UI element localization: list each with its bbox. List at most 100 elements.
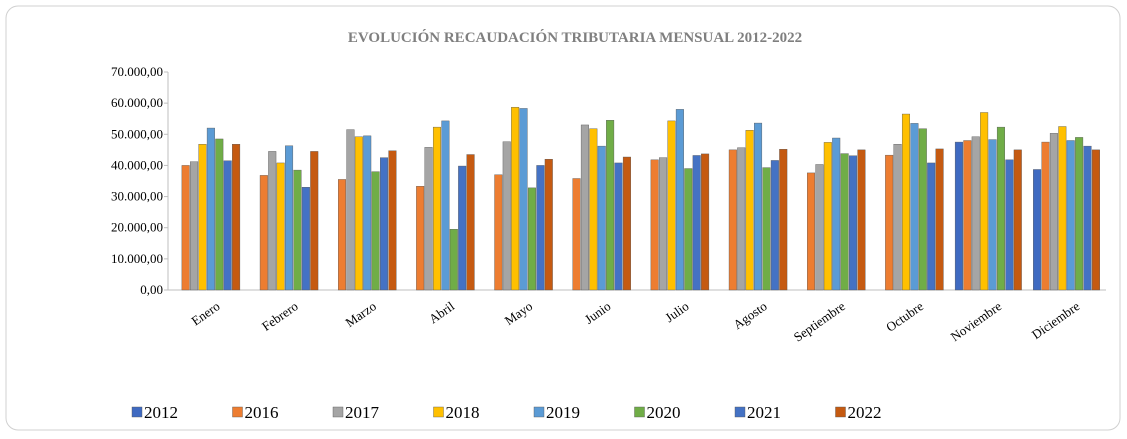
legend-label: 2017 (345, 403, 380, 422)
bar (276, 162, 285, 291)
bar (675, 109, 684, 291)
bar (779, 149, 788, 291)
bar (996, 126, 1005, 291)
bar (572, 178, 581, 291)
bar (215, 138, 224, 291)
y-tick-label: 10.000,00 (111, 251, 163, 266)
bar (544, 158, 553, 291)
legend-label: 2019 (546, 403, 580, 422)
bar (762, 167, 771, 291)
bar (692, 155, 701, 291)
y-tick-label: 0,00 (140, 282, 163, 297)
chart-border (5, 5, 1121, 431)
bar (206, 127, 215, 291)
bar (338, 179, 347, 291)
bar (494, 174, 503, 291)
bar (198, 144, 207, 291)
bar (614, 162, 623, 291)
bar (1066, 140, 1075, 291)
bar (918, 128, 927, 291)
bar (527, 187, 536, 291)
bar (259, 175, 268, 291)
bar (857, 149, 866, 291)
bar (1013, 149, 1022, 291)
legend-swatch (131, 406, 143, 418)
y-tick-label: 40.000,00 (111, 157, 163, 172)
bar (502, 141, 511, 291)
bar (728, 149, 737, 291)
bar (650, 159, 659, 291)
legend-swatch (634, 406, 645, 418)
bar (988, 139, 997, 291)
legend-label: 2018 (446, 403, 480, 422)
legend-label: 2022 (848, 403, 882, 422)
bar (832, 137, 841, 291)
bar (432, 126, 441, 291)
bar (511, 106, 520, 291)
bar (1083, 145, 1092, 291)
bar (458, 165, 467, 291)
bar (449, 229, 458, 291)
bar (770, 160, 779, 291)
legend-label: 2012 (144, 403, 178, 422)
legend-swatch (232, 406, 243, 418)
bar (1058, 126, 1067, 291)
bar (667, 120, 676, 291)
y-tick-label: 70.000,00 (111, 64, 163, 79)
y-tick-label: 20.000,00 (111, 220, 163, 235)
bar (354, 136, 363, 291)
bar (659, 157, 668, 291)
bar (971, 136, 980, 291)
bar (910, 123, 919, 291)
legend-swatch (332, 406, 344, 418)
bar (416, 186, 425, 291)
bar (371, 171, 380, 291)
bar (885, 154, 894, 291)
bar (380, 157, 389, 291)
legend-swatch (734, 406, 746, 418)
bar (301, 187, 310, 291)
bar (536, 165, 545, 291)
bar (622, 156, 631, 291)
bar (1005, 159, 1014, 291)
bar (980, 112, 989, 291)
bar (954, 141, 963, 291)
bar (424, 147, 433, 291)
bar (1075, 137, 1084, 291)
bar (737, 147, 746, 291)
bar (754, 122, 763, 291)
bar (606, 120, 615, 291)
bar (963, 140, 972, 291)
legend-swatch (835, 406, 846, 418)
bar (293, 169, 302, 291)
legend-label: 2016 (245, 403, 279, 422)
bar (745, 130, 754, 291)
bar (684, 168, 693, 291)
legend-label: 2020 (647, 403, 681, 422)
bar (285, 145, 294, 291)
bar (597, 145, 606, 291)
chart-title: EVOLUCIÓN RECAUDACIÓN TRIBUTARIA MENSUAL… (348, 29, 802, 46)
bar (815, 164, 824, 291)
bar (181, 165, 190, 291)
bar (580, 124, 589, 291)
bar (1033, 169, 1042, 291)
bar (519, 108, 528, 291)
bar (1049, 133, 1058, 291)
bar (1091, 149, 1100, 291)
bar (823, 142, 832, 291)
bar (268, 151, 277, 291)
bar (310, 151, 319, 291)
bar (1041, 141, 1050, 291)
bar (807, 172, 816, 291)
bar (223, 160, 232, 291)
bar (232, 144, 241, 291)
y-tick-label: 50.000,00 (111, 126, 163, 141)
bar (441, 120, 450, 291)
bar (346, 129, 355, 291)
legend-swatch (433, 406, 444, 418)
legend-swatch (533, 406, 545, 418)
bar (935, 148, 944, 291)
bar (589, 128, 598, 291)
